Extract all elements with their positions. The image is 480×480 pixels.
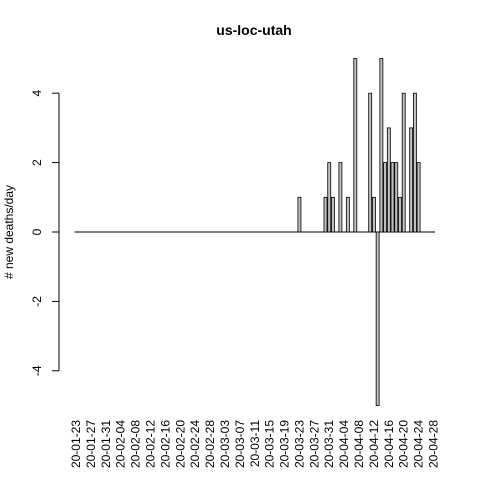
bar xyxy=(410,128,413,232)
bar xyxy=(413,93,416,232)
x-tick-label: 20-02-28 xyxy=(203,420,217,468)
x-tick-label: 20-04-24 xyxy=(412,420,426,468)
bar xyxy=(369,93,372,232)
bar xyxy=(328,163,331,232)
x-tick-label: 20-04-28 xyxy=(427,420,441,468)
x-tick-label: 20-03-27 xyxy=(307,420,321,468)
y-tick-label: 4 xyxy=(30,90,44,97)
x-tick-label: 20-03-23 xyxy=(292,420,306,468)
bar xyxy=(331,197,334,232)
bar xyxy=(402,93,405,232)
y-axis: -4 -2 0 2 4 xyxy=(30,90,59,377)
bar xyxy=(395,163,398,232)
bars xyxy=(75,59,436,406)
x-tick-label: 20-03-19 xyxy=(278,420,292,468)
chart-title: us-loc-utah xyxy=(216,22,291,38)
x-tick-label: 20-04-08 xyxy=(352,420,366,468)
bar xyxy=(354,59,357,233)
bar xyxy=(324,197,327,232)
x-tick-label: 20-04-12 xyxy=(367,420,381,468)
x-tick-label: 20-04-16 xyxy=(382,420,396,468)
x-tick-label: 20-03-07 xyxy=(233,420,247,468)
y-tick-label: 0 xyxy=(30,228,44,235)
x-tick-label: 20-03-31 xyxy=(322,420,336,468)
x-tick-label: 20-04-20 xyxy=(397,420,411,468)
x-tick-label: 20-01-27 xyxy=(84,420,98,468)
x-axis: 20-01-23 20-01-27 20-01-31 20-02-04 20-02-08… xyxy=(69,420,441,468)
bar xyxy=(372,197,375,232)
bar xyxy=(298,197,301,232)
y-axis-title: # new deaths/day xyxy=(2,185,16,279)
bar xyxy=(391,163,394,232)
bar xyxy=(384,163,387,232)
bar xyxy=(339,163,342,232)
x-tick-label: 20-01-31 xyxy=(99,420,113,468)
x-tick-label: 20-02-04 xyxy=(114,420,128,468)
x-tick-label: 20-03-11 xyxy=(248,420,262,467)
x-tick-label: 20-01-23 xyxy=(69,420,83,468)
bar xyxy=(398,197,401,232)
x-tick-label: 20-02-16 xyxy=(158,420,172,468)
bar xyxy=(376,232,379,406)
x-tick-label: 20-03-15 xyxy=(263,420,277,468)
y-tick-label: -4 xyxy=(30,365,44,376)
x-tick-label: 20-02-08 xyxy=(129,420,143,468)
x-tick-label: 20-04-04 xyxy=(337,420,351,468)
x-tick-label: 20-02-20 xyxy=(173,420,187,468)
x-tick-label: 20-02-12 xyxy=(143,420,157,468)
y-tick-label: 2 xyxy=(30,159,44,166)
x-tick-label: 20-03-03 xyxy=(218,420,232,468)
bar xyxy=(387,128,390,232)
y-tick-label: -2 xyxy=(30,296,44,307)
bar xyxy=(417,163,420,232)
x-tick-label: 20-02-24 xyxy=(188,420,202,468)
bar xyxy=(380,59,383,233)
bar xyxy=(346,197,349,232)
